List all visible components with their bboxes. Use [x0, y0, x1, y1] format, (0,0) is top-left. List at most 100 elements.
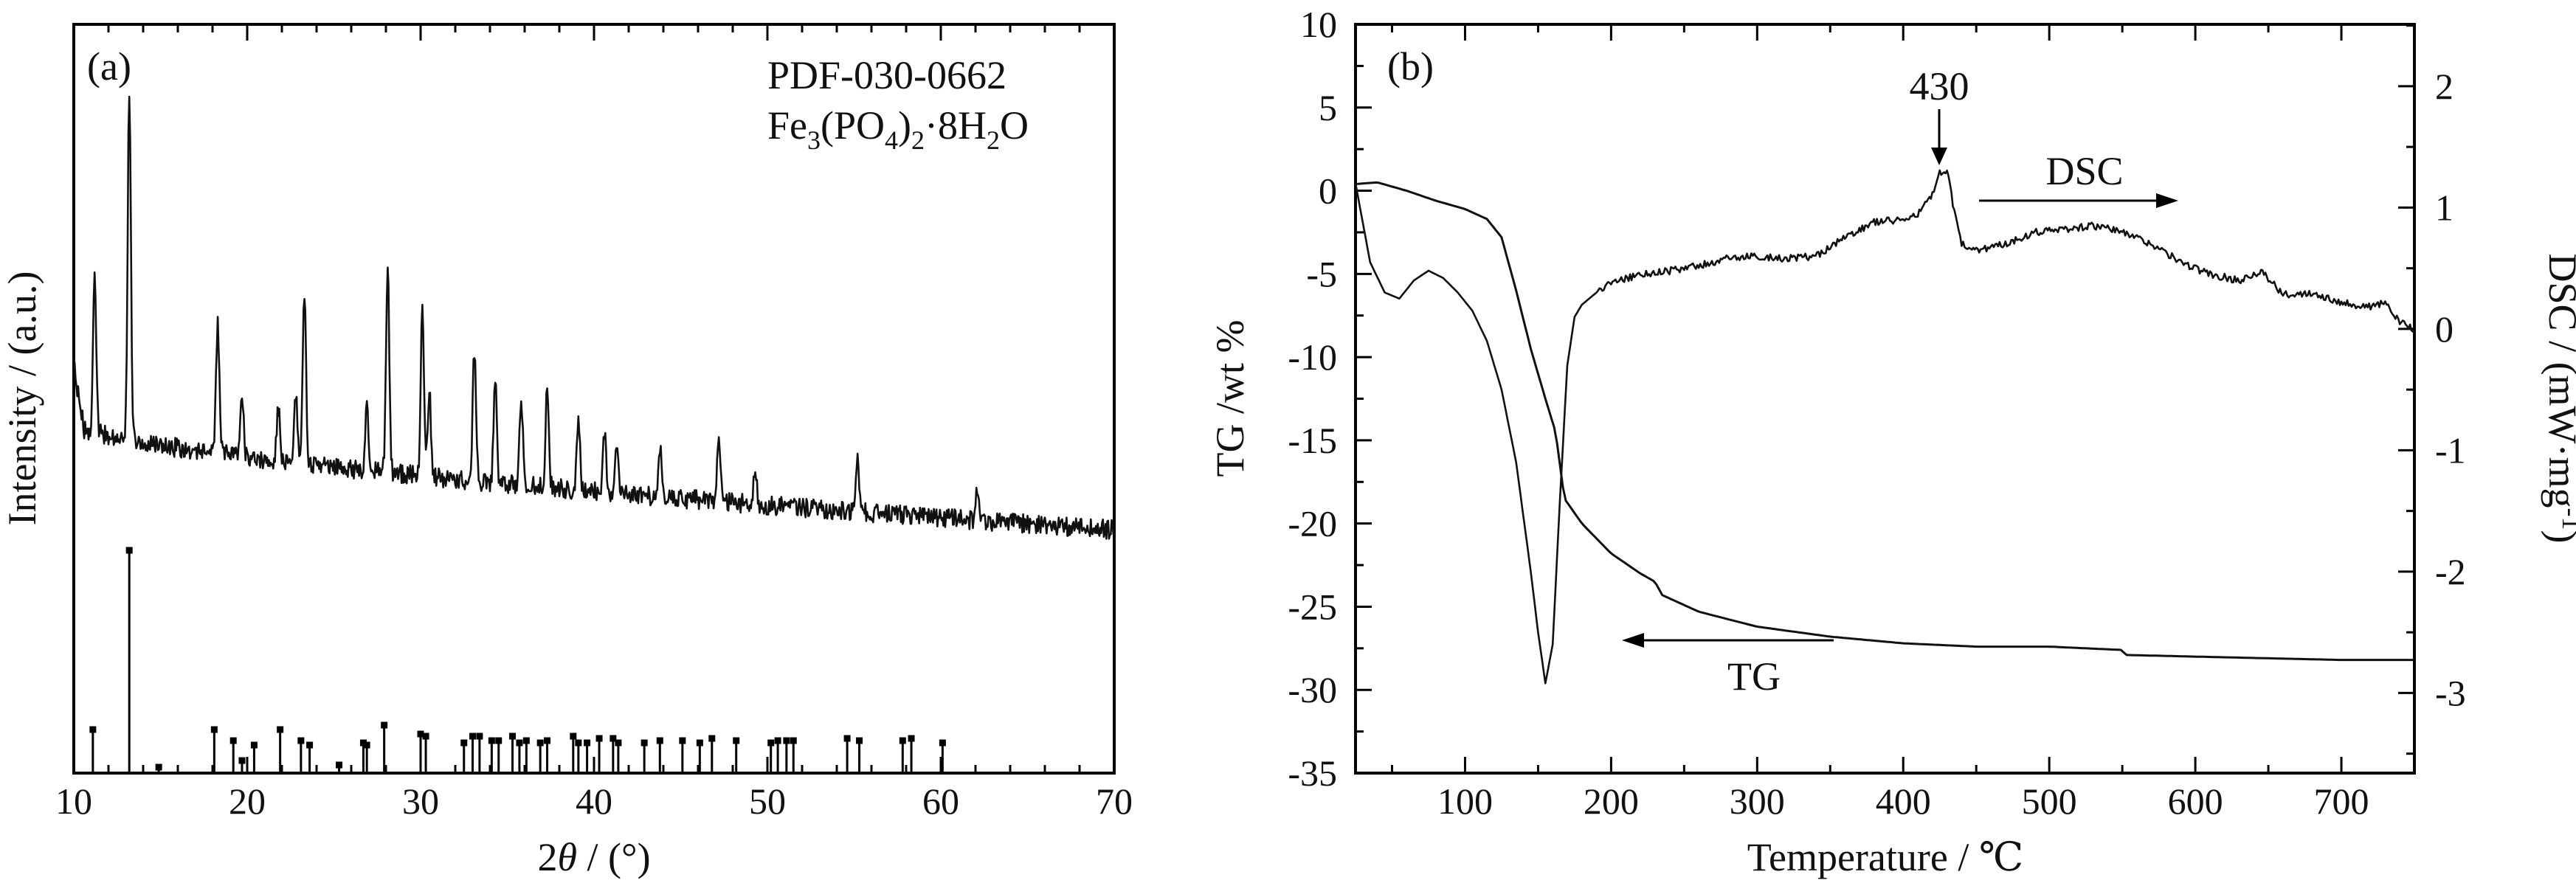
panel-a-label: (a) — [87, 44, 131, 89]
reference-stick-marker — [229, 737, 237, 744]
panel-b-axis-ticks — [1356, 23, 2414, 775]
panel-a-reference-lines — [89, 547, 946, 772]
reference-stick-marker — [640, 739, 648, 747]
reference-stick-marker — [679, 737, 686, 744]
reference-stick-marker — [544, 737, 551, 744]
y2-tick-label: -3 — [2435, 672, 2466, 713]
reference-stick-marker — [767, 739, 775, 747]
reference-stick-marker — [238, 757, 246, 764]
x-tick-label: 10 — [55, 780, 92, 822]
reference-stick-marker — [656, 737, 663, 744]
y-tick-label: -25 — [1288, 586, 1337, 627]
reference-stick-marker — [696, 739, 703, 747]
panel-b-label: (b) — [1387, 44, 1434, 89]
reference-stick-marker — [460, 739, 468, 747]
y-tick-label: -30 — [1288, 669, 1337, 710]
x-tick-label: 20 — [229, 780, 266, 822]
reference-stick-marker — [155, 763, 162, 771]
panel-b-x-axis-title: Temperature / ℃ — [1747, 835, 2023, 879]
dsc-series-label: DSC — [2045, 149, 2123, 193]
reference-stick-marker — [509, 733, 517, 740]
panel-b-left-y-axis-title: TG /wt % — [1208, 320, 1252, 477]
reference-stick-marker — [277, 726, 284, 733]
panel-a-y-axis-title: Intensity / (a.u.) — [0, 271, 44, 526]
reference-stick-marker — [125, 547, 133, 554]
reference-stick-marker — [908, 735, 915, 742]
y2-tick-label: 1 — [2435, 187, 2454, 228]
reference-stick-marker — [708, 735, 716, 742]
panel-b-axis-tick-labels: 100 200 300 400 500 600 7001050-5-10-15-20-25-… — [1288, 4, 2465, 822]
panel-a-x-axis-title: 2θ / (°) — [537, 835, 650, 879]
reference-stick-marker — [516, 739, 523, 747]
reference-stick-marker — [536, 739, 544, 747]
reference-stick-marker — [422, 733, 429, 740]
x-tick-label: 60 — [922, 780, 959, 822]
panel-a-x-axis-ticks — [72, 24, 1116, 773]
tg-series-label: TG — [1727, 654, 1781, 699]
y-tick-label: -5 — [1306, 253, 1337, 294]
reference-stick-marker — [595, 735, 603, 742]
x-tick-label: 30 — [402, 780, 439, 822]
reference-stick-marker — [476, 733, 483, 740]
tg-line — [1355, 181, 2413, 662]
reference-stick-marker — [495, 737, 503, 744]
reference-stick-marker — [774, 737, 781, 744]
panel-a-x-axis-tick-labels: 10 20 30 40 50 60 70 — [55, 780, 1133, 822]
reference-stick-marker — [381, 721, 388, 729]
reference-stick-marker — [89, 726, 97, 733]
dsc-direction-arrowhead — [2156, 193, 2178, 208]
reference-stick-marker — [856, 737, 863, 744]
reference-stick-marker — [488, 737, 495, 744]
reference-stick-marker — [939, 739, 946, 747]
reference-stick-marker — [575, 739, 582, 747]
reference-stick-marker — [210, 726, 218, 733]
y-tick-label: 5 — [1319, 87, 1337, 128]
reference-stick-marker — [469, 733, 476, 740]
reference-stick-marker — [297, 737, 305, 744]
dsc-peak-label: 430 — [1910, 64, 1969, 108]
reference-stick-marker — [790, 737, 797, 744]
y-tick-label: 10 — [1300, 4, 1337, 45]
reference-stick-marker — [570, 733, 577, 740]
x-tick-label: 600 — [2168, 780, 2223, 822]
panel-b-tg-dsc-chart: 100 200 300 400 500 600 7001050-5-10-15-20-25-… — [1208, 4, 2576, 879]
y-tick-label: -15 — [1288, 420, 1337, 461]
y-tick-label: -10 — [1288, 336, 1337, 378]
xrd-pattern-line — [72, 95, 1116, 540]
y-tick-label: -35 — [1288, 752, 1337, 794]
x-tick-label: 500 — [2022, 780, 2077, 822]
panel-a-xrd-pattern — [72, 95, 1116, 540]
reference-stick-marker — [733, 737, 740, 744]
reference-stick-marker — [584, 739, 591, 747]
reference-stick-marker — [522, 737, 530, 744]
panel-a-legend-formula: Fe3(PO4)2·8H2O — [767, 103, 1029, 155]
panel-a-legend-pdf: PDF-030-0662 — [767, 53, 1006, 97]
reference-stick-marker — [417, 730, 424, 738]
y2-tick-label: 0 — [2435, 308, 2454, 350]
y-tick-label: -20 — [1288, 503, 1337, 544]
x-tick-label: 50 — [749, 780, 786, 822]
panel-b-right-y-axis-title: DSC / (mW·mg-1) — [2541, 254, 2576, 544]
dsc-peak-arrowhead — [1931, 148, 1947, 165]
y-tick-label: 0 — [1319, 170, 1337, 212]
reference-stick-marker — [250, 741, 258, 749]
reference-stick-marker — [363, 741, 370, 749]
y2-tick-label: -2 — [2435, 551, 2466, 592]
panel-a-xrd-chart: 10 20 30 40 50 60 70 (a) PDF-030-0662 Fe3(PO4)… — [0, 23, 1133, 879]
panel-b-series — [1354, 169, 2415, 685]
y2-tick-label: -1 — [2435, 429, 2466, 471]
panel-b-plot-frame — [1354, 23, 2416, 775]
reference-stick-marker — [843, 735, 851, 742]
reference-stick-marker — [615, 739, 622, 747]
y2-tick-label: 2 — [2435, 66, 2454, 107]
x-tick-label: 400 — [1876, 780, 1931, 822]
reference-stick-marker — [359, 739, 367, 747]
tg-direction-arrowhead — [1622, 633, 1644, 648]
x-tick-label: 700 — [2314, 780, 2369, 822]
reference-stick-marker — [783, 737, 790, 744]
x-tick-label: 70 — [1096, 780, 1133, 822]
reference-stick-marker — [306, 741, 314, 749]
x-tick-label: 100 — [1437, 780, 1493, 822]
x-tick-label: 300 — [1730, 780, 1785, 822]
